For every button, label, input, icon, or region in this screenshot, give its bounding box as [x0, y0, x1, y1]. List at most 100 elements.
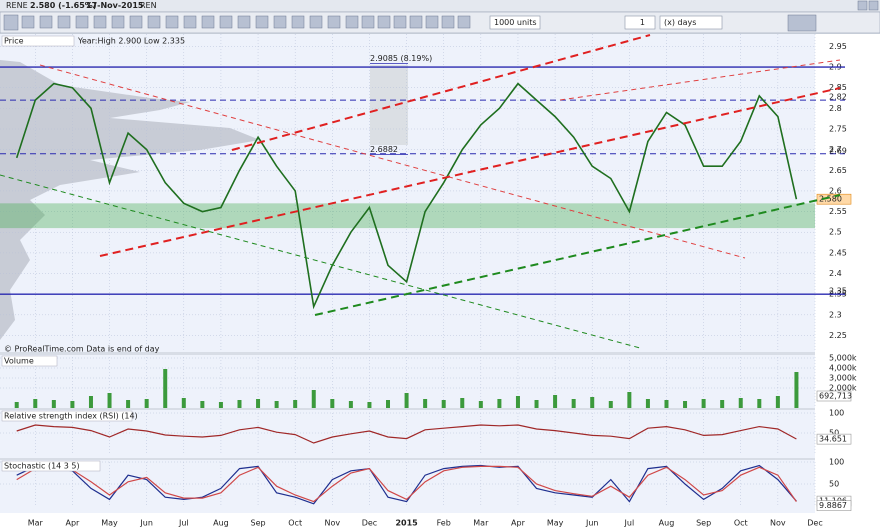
tool[interactable] [39, 15, 53, 29]
volume-bar [701, 399, 706, 408]
trend-line [231, 34, 651, 151]
tool[interactable] [129, 15, 143, 29]
x-tick-label: Nov [770, 519, 786, 528]
tool[interactable] [21, 15, 35, 29]
tool[interactable] [291, 15, 305, 29]
last-value: 9.8867 [819, 501, 847, 510]
tool[interactable] [57, 15, 71, 29]
time-axis [0, 513, 880, 532]
tool[interactable] [219, 15, 233, 29]
period-select[interactable] [659, 15, 723, 30]
tool[interactable] [409, 15, 423, 29]
panel-title: Volume [4, 357, 34, 366]
panel-title: Stochastic (14 3 5) [4, 462, 80, 471]
tool[interactable] [393, 15, 407, 29]
y-tick-label: 2.4 [829, 269, 842, 278]
volume-bar [738, 398, 743, 408]
caption-box [1, 355, 58, 367]
y-tick-label: 2.45 [829, 248, 847, 257]
tool[interactable] [377, 15, 391, 29]
volume-bar [311, 390, 316, 408]
tool[interactable] [237, 15, 251, 29]
symbol[interactable]: RENE [6, 1, 28, 10]
volume-bar [534, 400, 539, 408]
period-input[interactable] [624, 15, 656, 30]
tool[interactable] [165, 15, 179, 29]
volume-bar [423, 399, 428, 408]
y-tick-label: 4,000k [829, 364, 857, 373]
last-value: 34.651 [819, 435, 847, 444]
tool[interactable] [441, 15, 455, 29]
tool[interactable] [183, 15, 197, 29]
tool[interactable] [93, 15, 107, 29]
annotation: 2.9085 (8.19%) [370, 54, 432, 63]
trend-line [559, 59, 841, 101]
tool[interactable] [457, 15, 471, 29]
volume-bar [256, 399, 261, 408]
period-count: 1 [640, 18, 645, 27]
chart-style-button[interactable] [787, 14, 817, 32]
x-tick-label: Oct [288, 519, 302, 528]
tool[interactable] [147, 15, 161, 29]
stochastic-panel [0, 460, 815, 513]
volume-bar [590, 397, 595, 408]
x-tick-label: Jul [178, 519, 189, 528]
trend-line [314, 194, 841, 316]
last-value: 2.580 [819, 195, 842, 204]
volume-bar [70, 401, 75, 408]
tool[interactable] [425, 15, 439, 29]
footer-note: © ProRealTime.com Data is end of day [4, 345, 160, 354]
tool[interactable] [201, 15, 215, 29]
volume-bar [553, 395, 558, 408]
volume-bar [386, 400, 391, 408]
support-zone [0, 203, 815, 229]
tool[interactable] [273, 15, 287, 29]
volume-bar [775, 396, 780, 408]
volume-bar [664, 400, 669, 408]
x-tick-label: Oct [734, 519, 748, 528]
y-tick-label: 50 [829, 480, 839, 489]
tool[interactable] [361, 15, 375, 29]
volume-bar [683, 401, 688, 408]
units: 1000 units [494, 18, 537, 27]
last-value-box [816, 193, 852, 205]
y-tick-label: 50 [829, 429, 839, 438]
tool[interactable] [345, 15, 359, 29]
tool[interactable] [75, 15, 89, 29]
measure-box [370, 65, 408, 145]
window-button[interactable] [868, 0, 879, 11]
window-button[interactable] [857, 0, 868, 11]
y-tick-label: 2.25 [829, 331, 847, 340]
units-select[interactable] [489, 15, 541, 30]
volume-bar [794, 372, 799, 408]
volume-bar [627, 392, 632, 408]
volume-bar [218, 402, 223, 408]
tool[interactable] [327, 15, 341, 29]
last-value-box [816, 433, 852, 445]
tool[interactable] [255, 15, 269, 29]
volume-bar [367, 402, 372, 408]
x-tick-label: Sep [251, 519, 266, 528]
year-range: Year:High 2.900 Low 2.335 [77, 37, 185, 46]
series-line [16, 464, 797, 505]
caption-box [1, 35, 75, 47]
right-axis [815, 34, 880, 513]
x-tick-label: May [547, 519, 564, 528]
x-tick-label: Jul [624, 519, 635, 528]
trend-line [0, 174, 641, 349]
x-tick-label: May [101, 519, 118, 528]
tool[interactable] [309, 15, 323, 29]
y-tick-label: 100 [829, 458, 844, 467]
x-tick-label: Nov [324, 519, 340, 528]
volume-bar [200, 401, 205, 408]
level-label: 2.69 [829, 146, 847, 155]
x-tick-label: Aug [213, 519, 229, 528]
volume-bar [441, 400, 446, 408]
volume-bar [645, 399, 650, 408]
tool[interactable] [3, 14, 19, 31]
tool[interactable] [111, 15, 125, 29]
trend-line [39, 64, 746, 259]
volume-bar [33, 399, 38, 408]
x-tick-label: Aug [659, 519, 675, 528]
